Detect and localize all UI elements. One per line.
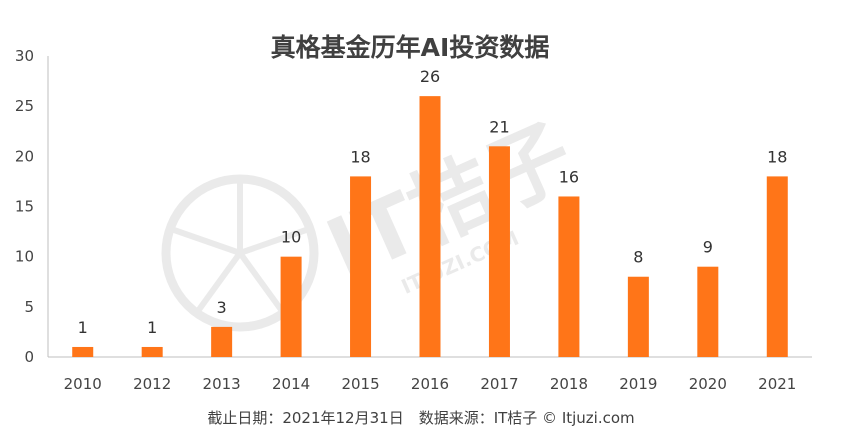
- data-label: 1: [147, 318, 157, 337]
- data-label: 9: [703, 238, 713, 257]
- chart-title: 真格基金历年AI投资数据: [271, 33, 550, 62]
- data-label: 16: [559, 167, 579, 186]
- data-label: 10: [281, 228, 301, 247]
- data-label: 8: [633, 248, 643, 267]
- x-tick-label: 2016: [411, 375, 449, 393]
- data-label: 3: [217, 298, 227, 317]
- bar: [697, 266, 719, 357]
- bar: [419, 96, 441, 357]
- x-tick-label: 2010: [64, 375, 102, 393]
- x-tick-label: 2012: [133, 375, 171, 393]
- x-tick-label: 2015: [341, 375, 379, 393]
- y-tick-label: 30: [15, 47, 34, 65]
- data-label: 21: [489, 117, 509, 136]
- x-tick-label: 2017: [480, 375, 518, 393]
- x-tick-label: 2021: [758, 375, 796, 393]
- x-tick-label: 2013: [203, 375, 241, 393]
- y-tick-label: 0: [24, 348, 34, 366]
- x-tick-label: 2014: [272, 375, 310, 393]
- y-tick-label: 10: [15, 248, 34, 266]
- x-tick-label: 2018: [550, 375, 588, 393]
- data-label: 26: [420, 67, 440, 86]
- y-axis-ticks: 0 5 10 15 20 25 30: [15, 47, 34, 366]
- bar: [350, 176, 372, 357]
- data-labels: 1 1 3 10 18 26 21 16 8 9 18: [78, 67, 788, 337]
- y-tick-label: 25: [15, 97, 34, 115]
- x-axis-ticks: 2010 2012 2013 2014 2015 2016 2017 2018 2019 2020…: [64, 375, 797, 393]
- bar: [766, 176, 788, 357]
- bars: [72, 96, 788, 357]
- y-tick-label: 15: [15, 198, 34, 216]
- bar: [72, 346, 94, 357]
- watermark-logo-icon: [161, 174, 319, 332]
- bar: [141, 346, 163, 357]
- bar: [211, 326, 233, 357]
- bar: [627, 276, 649, 357]
- bar: [280, 256, 302, 357]
- y-tick-label: 5: [24, 298, 34, 316]
- data-label: 18: [767, 147, 787, 166]
- footer-note: 截止日期：2021年12月31日 数据来源：IT桔子 © Itjuzi.com: [207, 409, 634, 427]
- bar: [488, 146, 510, 357]
- data-label: 1: [78, 318, 88, 337]
- x-tick-label: 2020: [689, 375, 727, 393]
- x-tick-label: 2019: [619, 375, 657, 393]
- data-label: 18: [350, 147, 370, 166]
- bar: [558, 196, 580, 357]
- y-tick-label: 20: [15, 147, 34, 165]
